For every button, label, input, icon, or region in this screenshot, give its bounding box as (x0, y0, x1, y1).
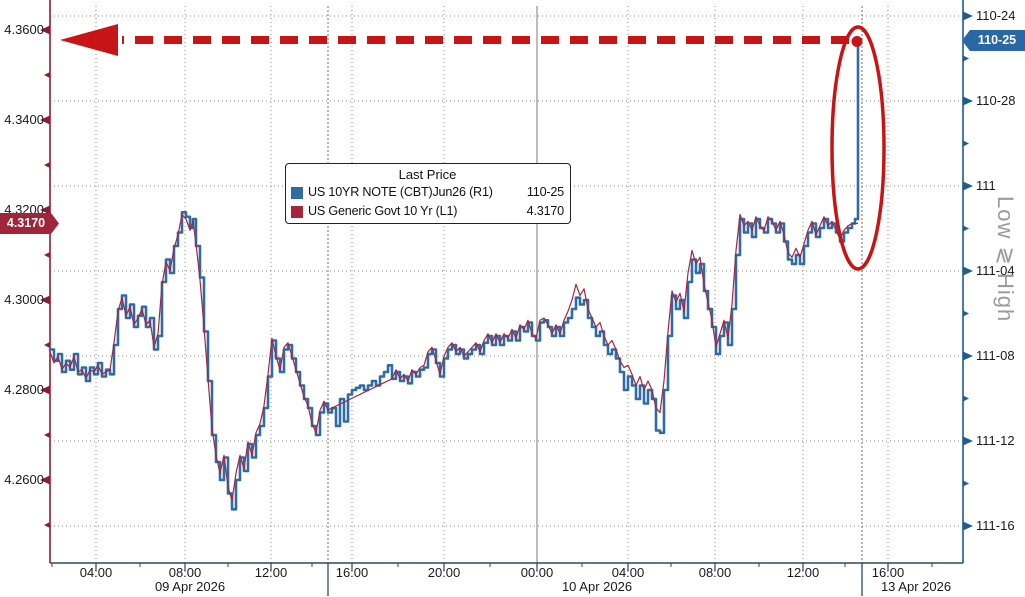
left-tick-arrow-icon (40, 295, 50, 305)
y-axis-label-right: 111-04 (976, 263, 1015, 278)
x-axis-time-label: 08:00 (168, 565, 202, 580)
left-tick-arrow-icon (40, 25, 50, 35)
right-tick-arrow-icon (963, 181, 973, 191)
y-axis-label-right: 111-08 (976, 348, 1015, 363)
right-tick-arrow-icon (963, 436, 973, 446)
legend-row-futures[interactable]: US 10YR NOTE (CBT)Jun26 (R1) 110-25 (291, 183, 564, 202)
x-axis-time-label: 12:00 (254, 565, 288, 580)
legend-series-name: US Generic Govt 10 Yr (L1) (308, 204, 458, 218)
left-minor-tick-icon (44, 432, 50, 438)
right-minor-tick-icon (963, 225, 969, 232)
right-tick-arrow-icon (963, 11, 973, 21)
left-minor-tick-icon (44, 342, 50, 348)
x-axis-date-label: 10 Apr 2026 (561, 579, 633, 594)
red-series-swatch-icon (291, 205, 303, 218)
left-minor-tick-icon (44, 72, 50, 78)
generic-govt-yield-line (49, 213, 858, 501)
left-minor-tick-icon (44, 522, 50, 528)
legend-box: Last Price US 10YR NOTE (CBT)Jun26 (R1) … (285, 163, 571, 224)
y-axis-label-right: 111 (976, 178, 996, 193)
x-axis-time-label: 16:00 (871, 565, 905, 580)
legend-series-value: 110-25 (526, 185, 564, 199)
last-yield-tag: 4.3170 (0, 213, 59, 234)
right-minor-tick-icon (963, 395, 969, 402)
right-tick-arrow-icon (963, 266, 973, 276)
y-axis-label-left: 4.3000 (4, 292, 44, 307)
arrow-head-icon (60, 24, 118, 56)
x-axis-time-label: 08:00 (698, 565, 732, 580)
x-axis-time-label: 12:00 (786, 565, 820, 580)
left-tick-arrow-icon (40, 475, 50, 485)
x-axis-time-label: 04:00 (611, 565, 645, 580)
right-tick-arrow-icon (963, 96, 973, 106)
left-tick-arrow-icon (40, 205, 50, 215)
right-tick-arrow-icon (963, 351, 973, 361)
legend-series-name: US 10YR NOTE (CBT)Jun26 (R1) (308, 185, 493, 199)
left-minor-tick-icon (44, 252, 50, 258)
left-tick-arrow-icon (40, 385, 50, 395)
left-minor-tick-icon (44, 117, 50, 123)
x-axis-time-label: 16:00 (335, 565, 369, 580)
highlight-ellipse (830, 25, 886, 271)
right-minor-tick-icon (963, 310, 969, 317)
right-minor-tick-icon (963, 480, 969, 487)
x-axis-time-label: 00:00 (520, 565, 554, 580)
legend-title: Last Price (398, 167, 457, 182)
blue-series-swatch-icon (291, 186, 303, 199)
y-axis-label-right: 111-12 (976, 433, 1015, 448)
x-axis-time-label: 20:00 (427, 565, 461, 580)
last-price-tag: 110-25 (962, 30, 1025, 51)
right-tick-arrow-icon (963, 521, 973, 531)
low-high-scale-label: Low ≷ High (993, 196, 1018, 323)
x-axis-time-label: 04:00 (79, 565, 113, 580)
y-axis-label-right: 110-28 (976, 93, 1016, 108)
y-axis-label-left: 4.2600 (4, 472, 44, 487)
left-minor-tick-icon (44, 162, 50, 168)
futures-price-line (48, 42, 860, 511)
x-axis-date-label: 13 Apr 2026 (880, 579, 952, 594)
y-axis-label-left: 4.2800 (4, 382, 44, 397)
y-axis-label-right: 110-24 (976, 8, 1016, 23)
spike-end-marker-icon (851, 36, 863, 47)
y-axis-label-left: 4.3400 (4, 112, 44, 127)
y-axis-label-right: 111-16 (976, 518, 1015, 533)
legend-row-generic-govt[interactable]: US Generic Govt 10 Yr (L1) 4.3170 (291, 202, 564, 221)
right-minor-tick-icon (963, 55, 969, 62)
right-minor-tick-icon (963, 140, 969, 147)
y-axis-label-left: 4.3600 (4, 22, 44, 37)
legend-series-value: 4.3170 (526, 204, 565, 218)
x-axis-date-label: 09 Apr 2026 (154, 579, 226, 594)
